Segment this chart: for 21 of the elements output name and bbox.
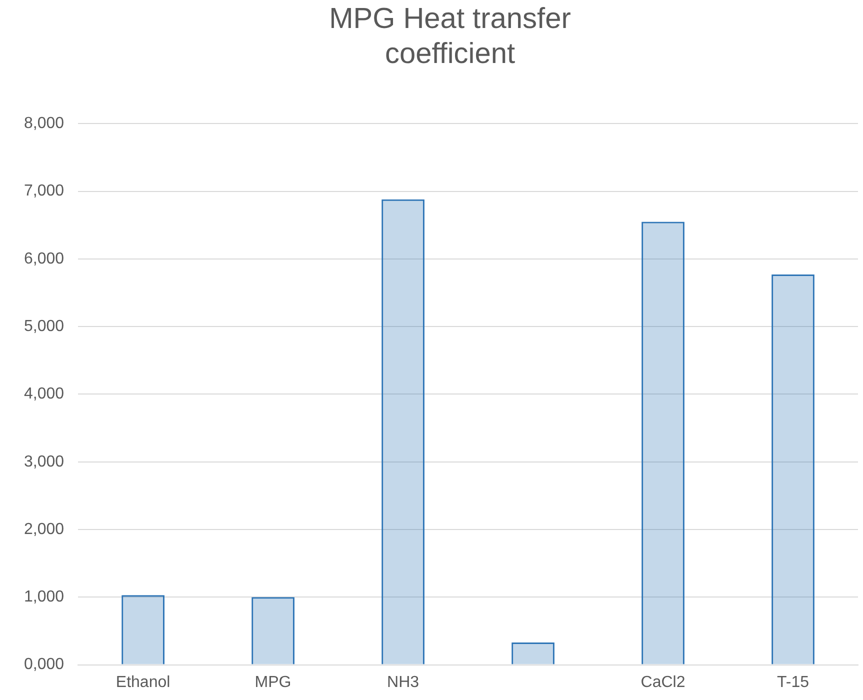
bar	[252, 597, 294, 664]
y-tick-label: 8,000	[24, 115, 64, 132]
chart-title: MPG Heat transfer coefficient	[328, 2, 572, 72]
y-tick-label: 7,000	[24, 182, 64, 200]
x-tick-label: T-15	[776, 674, 810, 691]
bar	[772, 274, 814, 664]
y-tick-label: 2,000	[24, 520, 64, 538]
y-tick-label: 6,000	[24, 250, 64, 268]
y-tick-label: 4,000	[24, 386, 64, 403]
x-tick-label: MPG	[254, 674, 292, 691]
y-tick-label: 5,000	[24, 318, 64, 335]
y-tick-label: 0,000	[24, 656, 64, 674]
y-tick-label: 1,000	[24, 588, 64, 606]
y-tick-label: 3,000	[24, 453, 64, 470]
bar	[512, 642, 554, 664]
x-tick-label: Ethanol	[116, 674, 170, 691]
bar	[382, 199, 424, 664]
x-tick-label: CaCl2	[640, 674, 686, 691]
x-tick-label: NH3	[387, 674, 420, 691]
bar	[122, 595, 164, 664]
bar	[642, 222, 684, 664]
